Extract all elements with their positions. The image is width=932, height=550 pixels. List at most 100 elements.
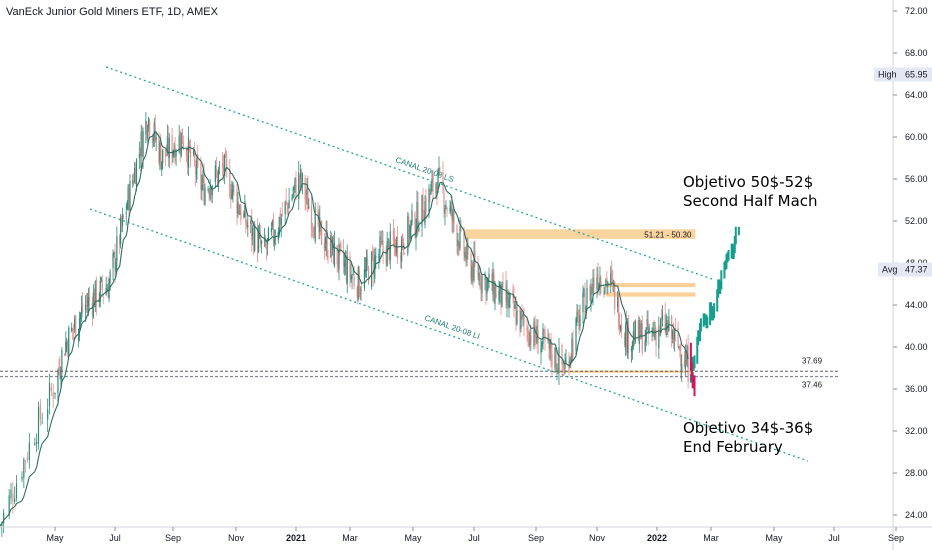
candle-body [500, 285, 502, 306]
candle-body [614, 281, 616, 309]
candle-body [356, 287, 358, 298]
projection-up-candle [699, 323, 702, 342]
candle-body [352, 273, 354, 275]
candle-body [14, 498, 16, 503]
candle-body [67, 342, 69, 355]
projection-up-candle [723, 261, 726, 279]
candle-body [225, 150, 227, 158]
candle-body [39, 404, 41, 421]
candle-body [382, 240, 384, 253]
candle-body [350, 274, 352, 280]
candle-body [186, 155, 189, 166]
candle-body [449, 207, 451, 211]
candle-body [307, 188, 309, 212]
projection-up-candle [718, 279, 721, 294]
candle-body [416, 201, 418, 229]
candle-body [586, 287, 588, 305]
candle-body [421, 194, 423, 227]
projection-down-candle [689, 342, 692, 371]
candle-body [654, 331, 656, 338]
candle-body [166, 136, 168, 153]
candle-body [373, 257, 375, 275]
candle-body [381, 241, 383, 243]
candle-body [314, 210, 316, 242]
candle-body [180, 132, 182, 156]
y-tick-label: 36.00 [905, 384, 928, 394]
candle-body [527, 327, 529, 339]
y-tick-label: 56.00 [905, 174, 928, 184]
candle-body [101, 279, 103, 291]
candle-body [520, 310, 522, 329]
candle-body [563, 369, 565, 374]
candle-body [540, 347, 542, 354]
candle-body [232, 183, 234, 193]
y-tick-label: 64.00 [905, 90, 928, 100]
candle-body [658, 328, 660, 349]
y-tick-label: 44.00 [905, 300, 928, 310]
candle-body [217, 169, 220, 182]
candle-body [577, 309, 579, 314]
candle-body [432, 174, 434, 193]
projection-up-candle [710, 302, 712, 315]
projection-up-candle [737, 226, 740, 236]
candle-body [231, 189, 233, 199]
target-down-line-1: Objetivo 34$-36$ [683, 419, 814, 437]
candle-body [572, 340, 574, 354]
candle-body [278, 216, 280, 236]
candle-body [247, 225, 249, 228]
candle-body [312, 228, 314, 233]
candle-body [579, 315, 581, 327]
projection-up-candle [696, 336, 699, 364]
candle-body [535, 335, 537, 343]
candle-body [270, 228, 273, 233]
x-tick-label: 2022 [647, 533, 667, 543]
candle-body [72, 328, 74, 331]
candle-body [576, 311, 578, 323]
candle-body [112, 254, 114, 269]
candle-body [488, 273, 490, 279]
candle-body [141, 133, 143, 156]
x-tick-label: 2021 [286, 533, 306, 543]
candle-body [158, 137, 160, 163]
candle-body [88, 297, 91, 302]
candle-body [134, 168, 137, 184]
candle-body [457, 239, 459, 246]
candle-body [472, 263, 474, 281]
candle-body [120, 218, 122, 245]
high-marker-label: High [878, 70, 897, 80]
candle-body [342, 250, 345, 265]
candle-body [561, 345, 563, 365]
candle-body [171, 135, 173, 159]
candle-body [378, 254, 380, 260]
candle-body [243, 213, 245, 218]
projection-up-candle [713, 303, 716, 318]
projection-up-candle [717, 279, 720, 298]
candle-body [685, 350, 687, 365]
candle-body [630, 347, 633, 352]
candle-body [346, 256, 348, 284]
candle-body [252, 227, 254, 236]
candle-body [151, 137, 154, 144]
candle-body [294, 177, 296, 186]
level-1-label: 37.69 [802, 356, 823, 365]
candle-body [617, 296, 619, 307]
candle-body [221, 163, 224, 168]
candle-body [351, 276, 353, 279]
channel-upper-line [105, 66, 713, 280]
candle-body [647, 320, 649, 334]
candle-body [605, 280, 607, 284]
projection-up-candle [734, 226, 737, 245]
candle-body [684, 354, 686, 370]
candle-body [318, 212, 320, 232]
candle-body [285, 199, 287, 201]
candle-body [139, 157, 141, 159]
candle-body [208, 191, 210, 196]
y-tick-label: 72.00 [905, 6, 928, 16]
candle-body [239, 211, 241, 215]
candle-body [480, 283, 482, 290]
candle-body [444, 208, 446, 214]
candle-body [207, 188, 209, 191]
x-tick-label: Mar [703, 533, 719, 543]
y-tick-label: 28.00 [905, 468, 928, 478]
projection-up-candle [726, 252, 729, 263]
